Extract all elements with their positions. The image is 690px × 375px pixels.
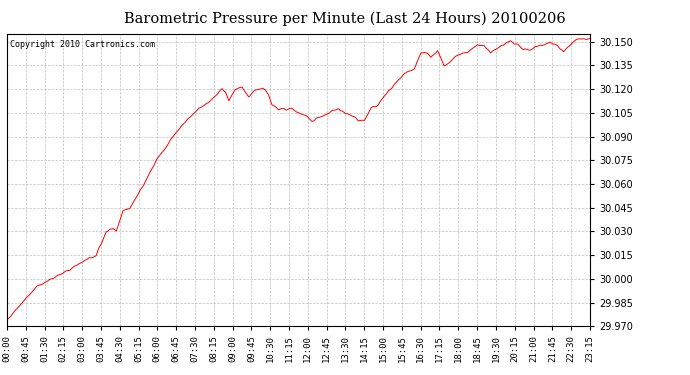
- Text: Barometric Pressure per Minute (Last 24 Hours) 20100206: Barometric Pressure per Minute (Last 24 …: [124, 11, 566, 26]
- Text: Copyright 2010 Cartronics.com: Copyright 2010 Cartronics.com: [10, 40, 155, 49]
